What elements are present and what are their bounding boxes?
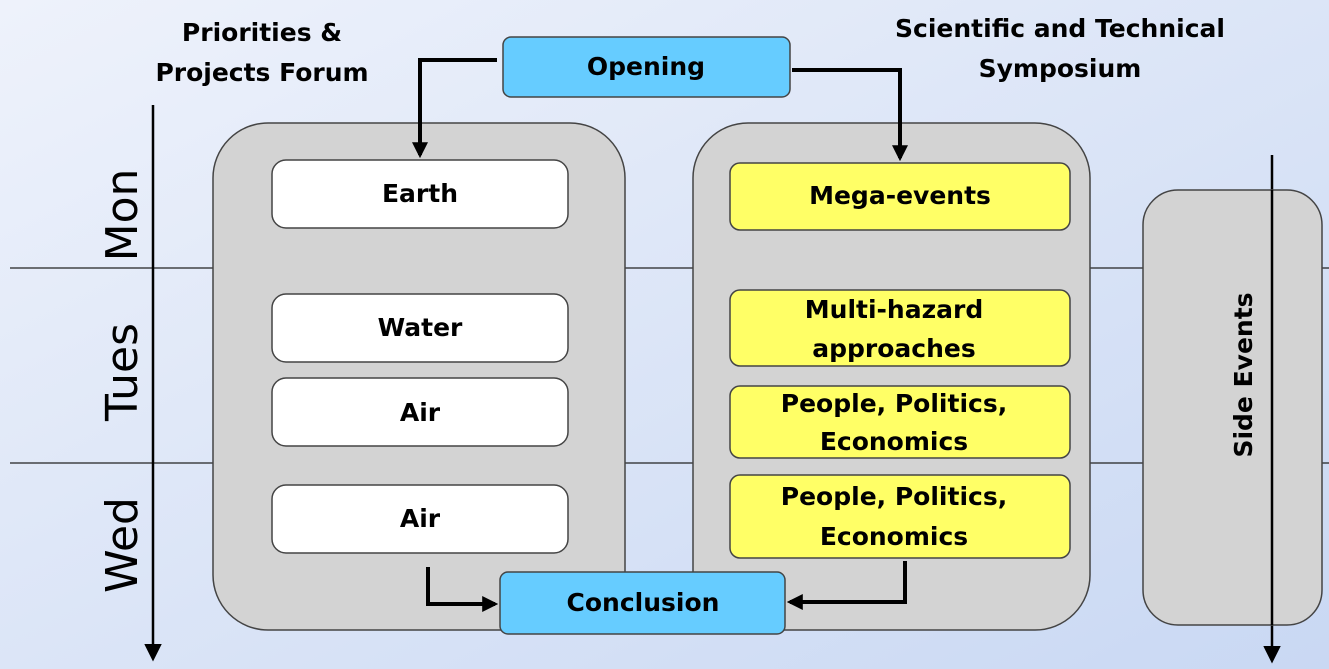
side-events-panel <box>1142 189 1323 626</box>
node-label: People, Politics, <box>781 389 1007 418</box>
symposium-header: Symposium <box>979 54 1142 83</box>
node-label: Economics <box>820 427 968 456</box>
side-events-label: Side Events <box>1229 292 1258 457</box>
node-label: Water <box>378 313 463 342</box>
flow-arrow <box>412 58 497 159</box>
forum-node: Air <box>271 484 569 554</box>
node-label: People, Politics, <box>781 482 1007 511</box>
flow-arrow <box>792 68 908 162</box>
conclusion-label: Conclusion <box>567 588 720 617</box>
node-label: Multi-hazard <box>805 295 983 324</box>
symposium-node: Multi-hazard approaches <box>729 289 1071 367</box>
node-label: Air <box>400 504 441 533</box>
forum-node: Air <box>271 377 569 447</box>
symposium-node: Mega-events <box>729 162 1071 231</box>
node-label: Earth <box>382 179 458 208</box>
node-label: Mega-events <box>809 181 991 210</box>
conclusion-box: Conclusion <box>499 571 786 635</box>
day-label: Tues <box>97 323 148 422</box>
opening-box: Opening <box>502 36 791 98</box>
flow-arrow <box>426 567 499 612</box>
day-label: Mon <box>97 169 148 262</box>
opening-label: Opening <box>587 52 705 81</box>
flow-arrow <box>786 561 907 610</box>
node-label: Air <box>400 398 441 427</box>
symposium-node: People, Politics, Economics <box>729 385 1071 459</box>
forum-node: Earth <box>271 159 569 229</box>
node-label: Economics <box>820 522 968 551</box>
forum-header: Projects Forum <box>155 58 368 87</box>
day-label: Wed <box>97 497 148 593</box>
symposium-header: Scientific and Technical <box>895 14 1225 43</box>
node-label: approaches <box>812 334 976 363</box>
forum-node: Water <box>271 293 569 363</box>
forum-header: Priorities & <box>182 18 342 47</box>
symposium-node: People, Politics, Economics <box>729 474 1071 559</box>
